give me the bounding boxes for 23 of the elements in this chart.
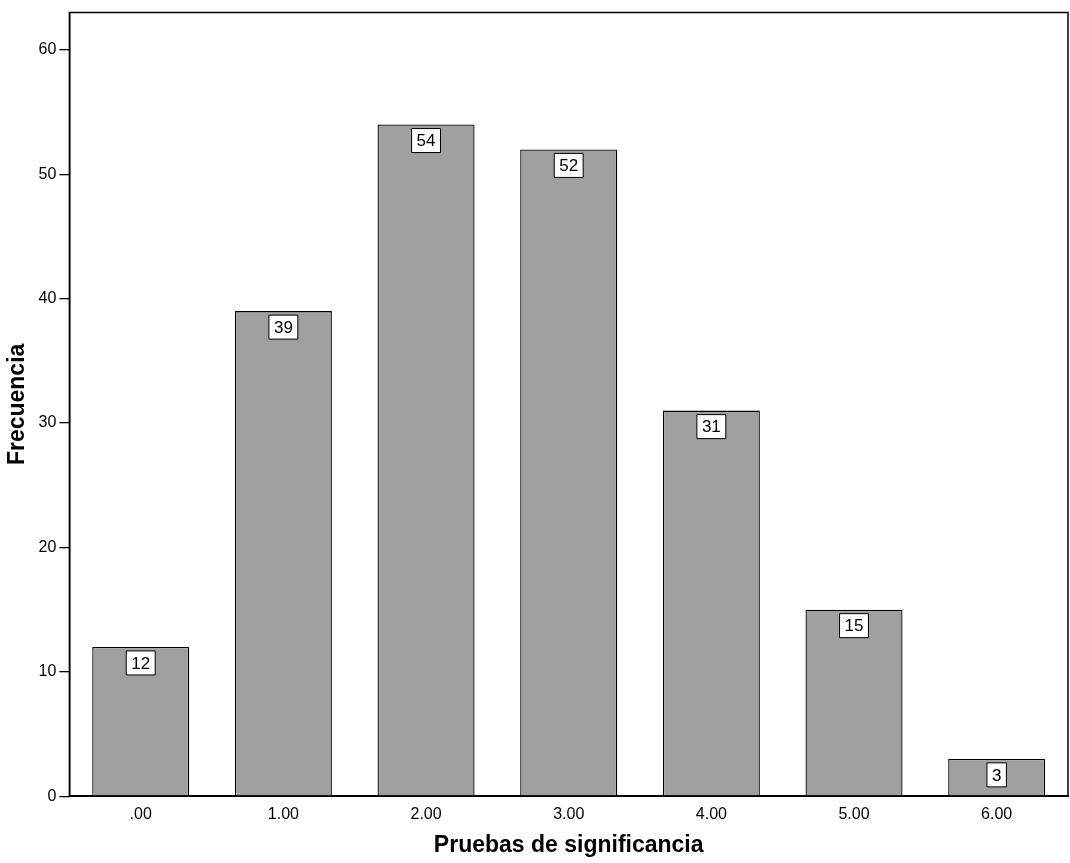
x-tick-label: 2.00 (410, 805, 442, 823)
x-tick-label: 3.00 (553, 805, 585, 823)
y-tick-label: 10 (38, 662, 57, 680)
data-label: 15 (844, 616, 864, 636)
y-tick-label: 50 (38, 164, 57, 182)
x-tick-label: 6.00 (981, 805, 1013, 823)
data-label: 12 (131, 653, 151, 673)
y-tick-label: 0 (47, 786, 57, 804)
x-axis-title: Pruebas de significancia (433, 830, 704, 857)
data-label: 52 (559, 156, 579, 176)
x-tick-label: 4.00 (695, 805, 728, 823)
y-tick-label: 60 (38, 40, 57, 58)
x-tick-label: 5.00 (838, 805, 870, 823)
y-tick-label: 40 (38, 289, 57, 307)
data-label: 3 (991, 765, 1002, 785)
x-tick-label: 1.00 (267, 805, 300, 823)
x-tick-label: .00 (129, 805, 152, 823)
y-tick-label: 30 (38, 413, 57, 431)
data-label: 39 (273, 317, 293, 337)
data-label: 31 (701, 417, 721, 437)
y-tick-label: 20 (38, 537, 57, 555)
y-axis-title: Frecuencia (3, 343, 30, 466)
data-label: 54 (416, 131, 436, 151)
